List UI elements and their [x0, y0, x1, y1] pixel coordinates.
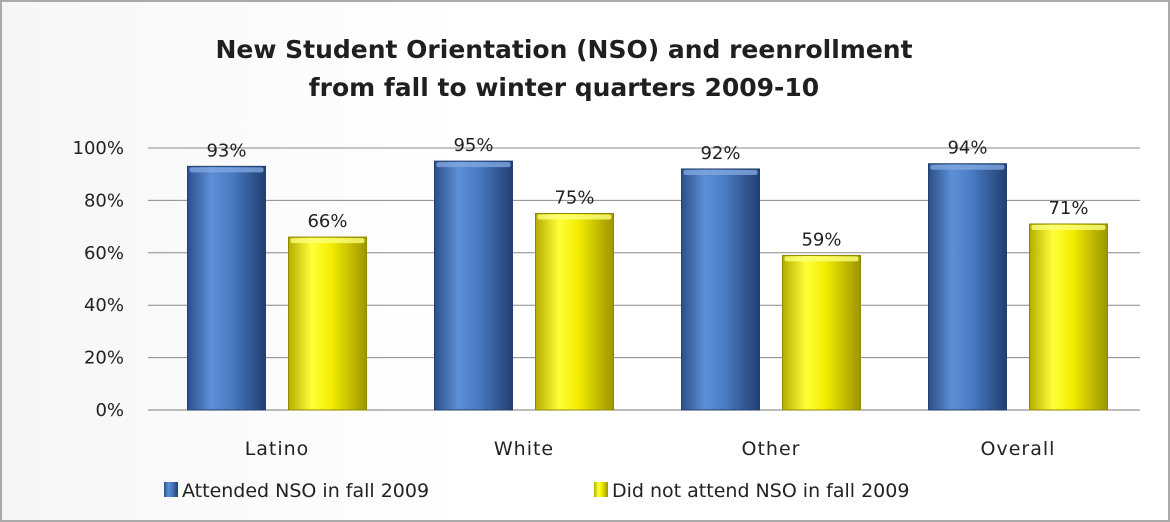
y-tick-label: 0%	[95, 400, 124, 421]
bar-other-did-not-attend	[782, 254, 861, 411]
y-tick-label: 80%	[84, 190, 124, 211]
bar-other-attended	[681, 168, 760, 411]
category-label-overall: Overall	[981, 438, 1056, 460]
bar-top-highlight	[1031, 224, 1106, 230]
legend-label-attended: Attended NSO in fall 2009	[182, 480, 429, 502]
y-tick-label: 20%	[84, 348, 124, 369]
legend-label-did-not-attend: Did not attend NSO in fall 2009	[612, 480, 909, 502]
bar-white-attended	[434, 160, 513, 411]
bar-top-highlight	[784, 256, 859, 262]
data-label-other-did-not-attend: 59%	[801, 229, 841, 250]
bars	[187, 160, 1108, 411]
data-label-white-did-not-attend: 75%	[554, 188, 594, 209]
bar-top-highlight	[930, 164, 1005, 170]
bar-top-highlight	[290, 238, 365, 244]
data-label-overall-did-not-attend: 71%	[1048, 198, 1088, 219]
data-label-latino-attended: 93%	[206, 140, 246, 161]
y-tick-label: 60%	[84, 243, 124, 264]
data-label-white-attended: 95%	[453, 135, 493, 156]
category-label-white: White	[494, 438, 554, 460]
data-label-latino-did-not-attend: 66%	[307, 211, 347, 232]
legend-swatch-attended	[164, 482, 178, 497]
y-tick-label: 100%	[73, 138, 124, 159]
data-labels: 93% 66% 95% 75% 92% 59% 94% 71%	[206, 135, 1088, 250]
y-axis-ticks: 0% 20% 40% 60% 80% 100%	[73, 138, 124, 421]
bar-top-highlight	[537, 214, 612, 220]
category-label-other: Other	[742, 438, 801, 460]
bar-overall-attended	[928, 163, 1007, 411]
chart-title-line-2: from fall to winter quarters 2009-10	[309, 73, 819, 102]
bar-overall-did-not-attend	[1029, 223, 1108, 411]
bar-top-highlight	[189, 167, 264, 173]
bar-top-highlight	[436, 162, 511, 168]
bar-latino-attended	[187, 165, 266, 411]
bar-top-highlight	[683, 169, 758, 175]
category-labels: Latino White Other Overall	[245, 438, 1056, 460]
y-tick-label: 40%	[84, 295, 124, 316]
bar-white-did-not-attend	[535, 213, 614, 411]
category-label-latino: Latino	[245, 438, 310, 460]
bar-latino-did-not-attend	[288, 236, 367, 411]
data-label-other-attended: 92%	[700, 143, 740, 164]
legend: Attended NSO in fall 2009 Did not attend…	[164, 480, 909, 502]
data-label-overall-attended: 94%	[947, 138, 987, 159]
chart-title-line-1: New Student Orientation (NSO) and reenro…	[215, 35, 912, 64]
legend-swatch-did-not-attend	[594, 482, 608, 497]
